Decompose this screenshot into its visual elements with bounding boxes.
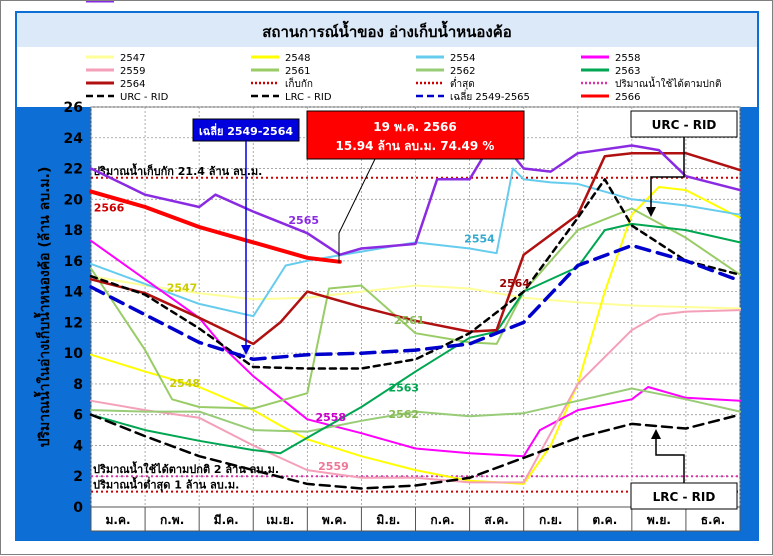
y-tick-label: 0 [73,500,83,516]
series-2566 [89,189,342,264]
urc-pointer-arrowhead [646,207,656,217]
legend-entry: 2554 [450,53,475,64]
series-label: 2564 [499,277,530,290]
series-label: 2554 [464,232,495,245]
legend-area [17,47,757,107]
annotations: 19 พ.ค. 2566 15.94 ล้าน ลบ.ม. 74.49 % เฉลี… [192,110,738,510]
month-label: ก.ย. [539,513,562,527]
urc-pointer [650,137,685,209]
series-2564 [89,151,742,346]
y-tick-label: 4 [73,438,83,454]
series-label: 2562 [388,408,419,421]
series-label: 2566 [94,202,125,215]
series-label: 2558 [315,411,346,424]
reference-line-label: ปริมาณน้ำเก็บกัก 21.4 ล้าน ลบ.ม. [93,163,262,178]
legend-entry: 2558 [615,53,640,64]
month-label: ส.ค. [484,513,508,527]
month-label: มี.ค. [214,513,239,527]
month-label: ธ.ค. [701,513,725,527]
avg-label-text: เฉลี่ย 2549-2564 [199,123,293,138]
title-strip [17,13,757,47]
legend-entry: URC - RID [120,92,169,103]
y-tick-label: 2 [73,469,83,485]
series-2562 [90,387,741,433]
lrc-pointer [655,437,685,483]
avg-pointer-arrowhead [241,345,251,355]
legend-entry: 2565 [120,1,145,4]
y-tick-label: 26 [64,100,83,116]
y-axis-label: ปริมาณน้ำในอ่างเก็บน้ำหนองค้อ (ล้าน ลบ.ม… [33,167,53,448]
series-2547 [90,275,741,310]
legend-entry: 2559 [120,66,145,77]
legend-entry: ปริมาณน้ำใช้ได้ตามปกติ [615,76,721,90]
series-lines [89,133,742,490]
y-tick-label: 18 [64,223,83,239]
y-tick-label: 22 [64,162,83,178]
month-label: พ.ย. [647,513,671,527]
month-label: ม.ค. [106,513,131,527]
y-tick-label: 16 [64,254,83,270]
series-2565 [89,133,742,256]
current-date-text: 19 พ.ค. 2566 [373,120,457,134]
legend-entry: 2566 [615,92,640,103]
month-label: ต.ค. [592,513,617,527]
current-value-pointer [338,158,376,263]
legend-entry: 2564 [120,79,145,90]
y-tick-label: 14 [64,285,84,301]
series-label: 2547 [167,282,198,295]
current-value-text: 15.94 ล้าน ลบ.ม. 74.49 % [336,139,495,153]
series-label: 2563 [388,382,419,395]
y-tick-label: 6 [73,408,83,424]
series-labels: 2566 2565 2554 2564 2547 2561 2548 2563 2558 2562… [94,202,531,473]
month-label: เม.ย. [266,513,294,527]
legend-entry: 2547 [120,53,145,64]
y-tick-label: 10 [64,346,84,362]
series-2563 [90,222,741,455]
y-tick-label: 24 [64,131,84,147]
legend-entry: เฉลี่ย 2549-2565 [450,89,530,103]
month-label: มิ.ย. [376,513,400,527]
series-label: 2561 [394,314,425,327]
series-label: 2565 [288,214,319,227]
current-value-box [306,110,525,160]
urc-box [630,110,738,138]
month-label: ก.ค. [430,513,454,527]
legend-entry: เก็บกัก [285,76,313,90]
reference-line-label: ปริมาณน้ำต่ำสุด 1 ล้าน ลบ.ม. [93,477,239,493]
series-2561 [90,207,741,410]
series-urc---rid [89,178,742,370]
y-tick-label: 12 [64,315,83,331]
y-tick-label: 8 [73,377,83,393]
lrc-box-text: LRC - RID [653,490,716,504]
x-axis: ม.ค. ก.พ. มี.ค. เม.ย. พ.ค. มิ.ย. ก.ค. ส.ค. ก.ย. ต… [90,506,741,532]
series-2559 [90,309,741,484]
series-เฉลี่ย-2549-2565 [89,243,742,362]
month-label: ก.พ. [160,513,184,527]
month-label: พ.ค. [322,513,347,527]
legend-entry: 2563 [615,66,640,77]
lrc-pointer-arrowhead [651,429,661,439]
series-2548 [90,186,741,485]
legend-entry: ต่ำสุด [450,76,475,90]
series-2558 [90,239,741,458]
y-tick-label: 20 [64,192,84,208]
series-label: 2548 [169,377,200,390]
legend-entry: LRC - RID [285,92,332,103]
legend: 2547 2548 2554 2558 2559 2561 2562 2563 2564 เก็บ… [86,1,721,103]
urc-box-text: URC - RID [652,118,717,132]
legend-entry: 2548 [285,53,310,64]
legend-entry: 2562 [450,66,475,77]
legend-entry: 2561 [285,66,310,77]
series-lrc---rid [89,413,742,490]
series-2554 [90,167,741,318]
series-label: 2559 [318,460,349,473]
chart-title: สถานการณ์น้ำของ อ่างเก็บน้ำหนองค้อ [262,20,512,41]
